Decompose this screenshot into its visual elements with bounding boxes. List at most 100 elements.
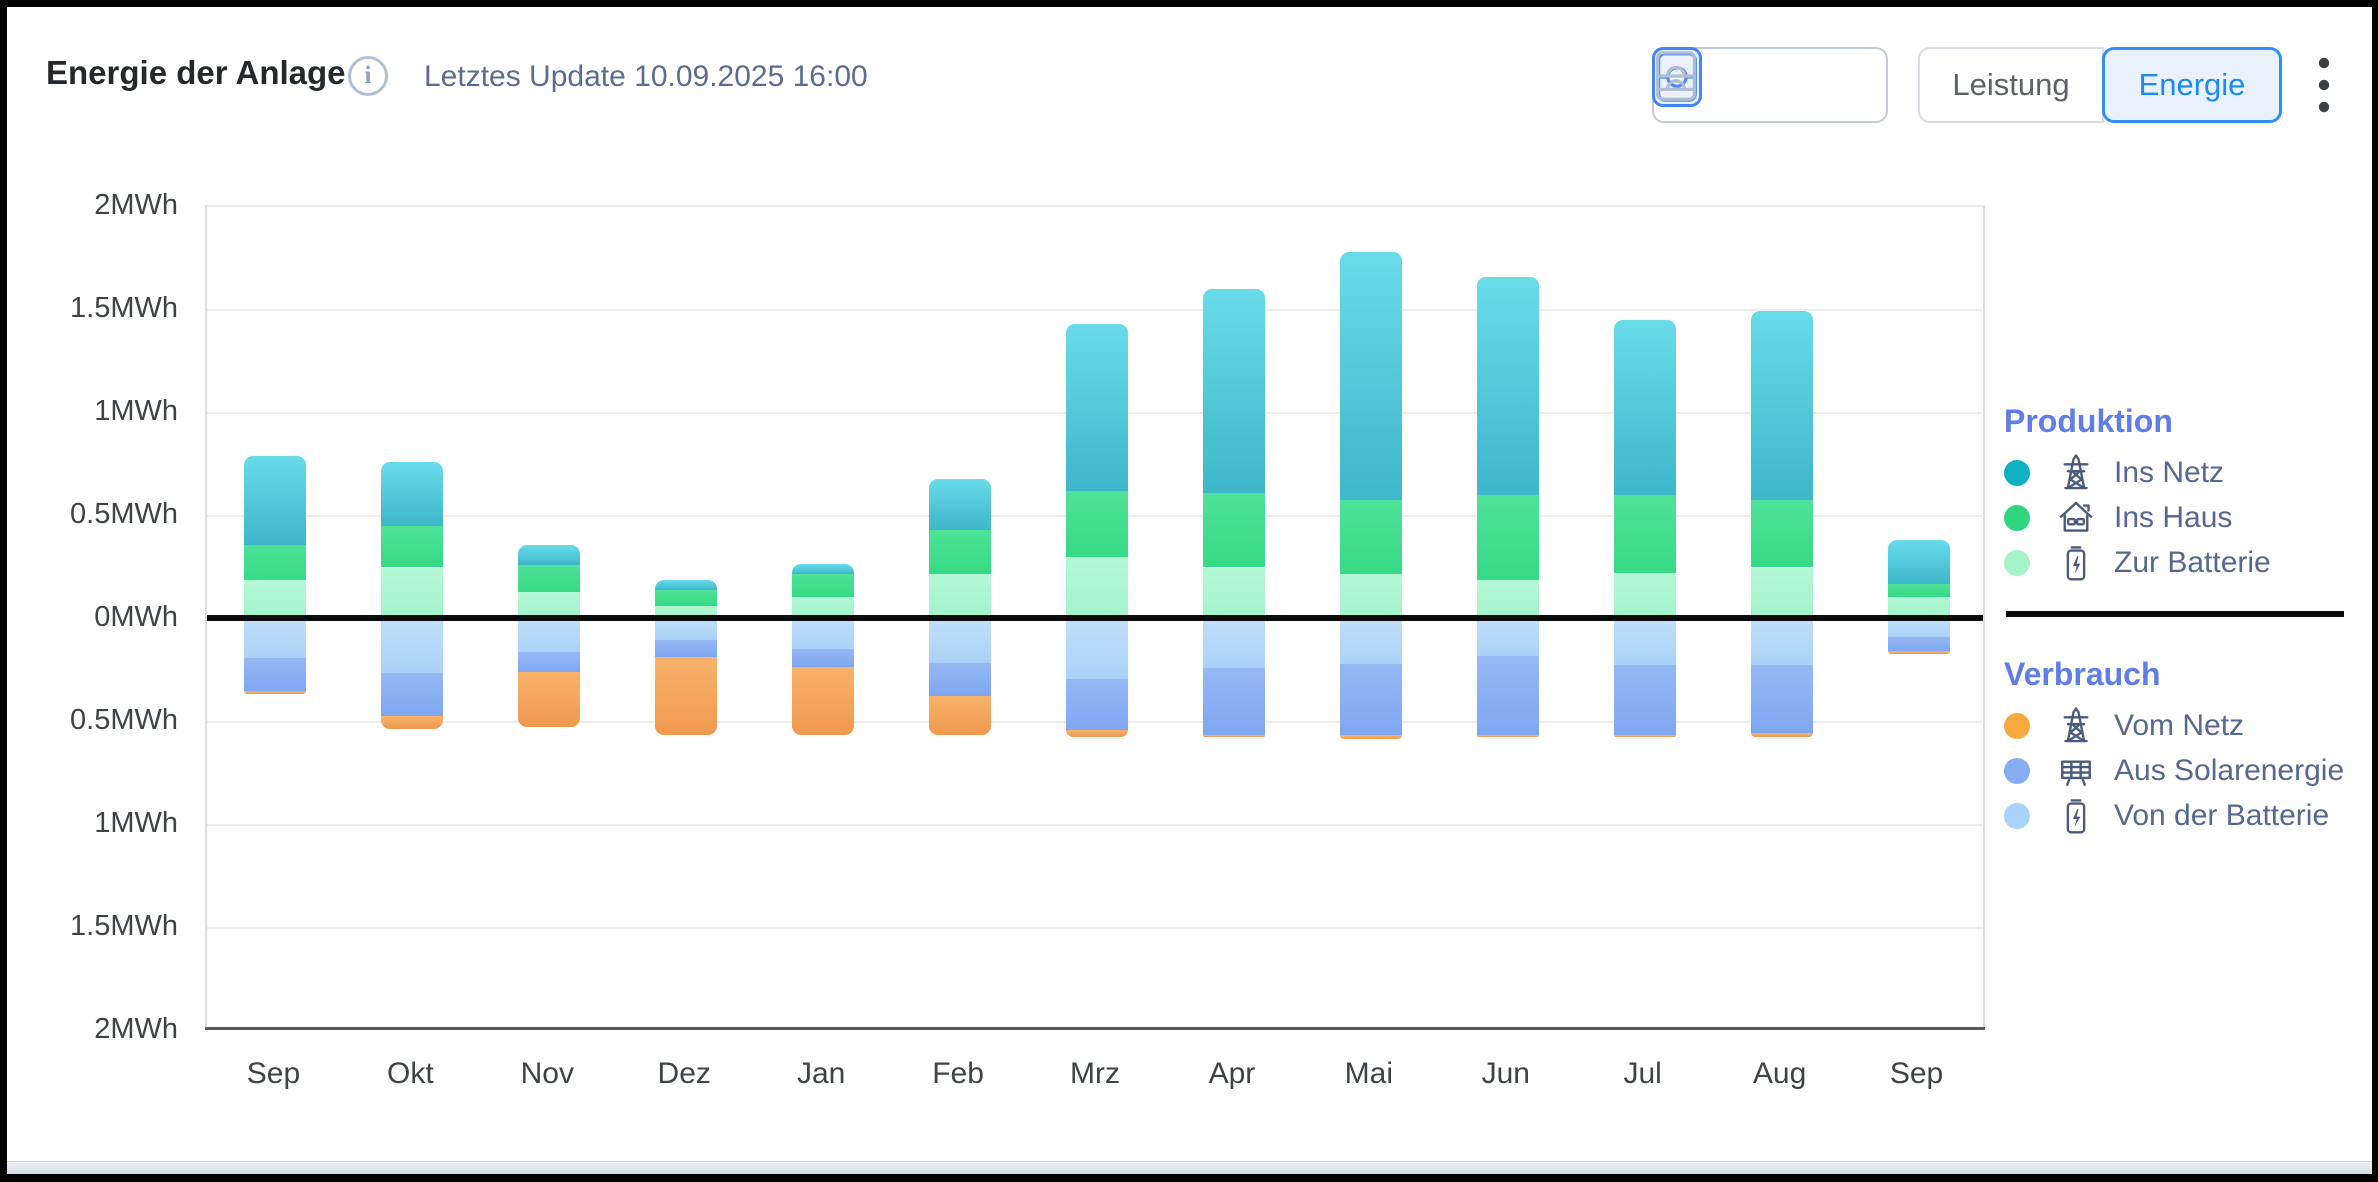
- bar-segment-vom-netz[interactable]: [929, 696, 992, 736]
- bar-segment-vom-netz[interactable]: [1202, 735, 1265, 738]
- bar-segment-zur-batterie[interactable]: [1887, 597, 1950, 619]
- leistung-button[interactable]: Leistung: [1918, 47, 2104, 123]
- bar-segment-ins-netz[interactable]: [1476, 277, 1539, 496]
- more-options-button[interactable]: [2307, 51, 2341, 119]
- legend-label: Ins Haus: [2114, 500, 2233, 534]
- bar-segment-ins-haus[interactable]: [1339, 499, 1402, 574]
- bar-segment-ins-haus[interactable]: [1887, 583, 1950, 598]
- legend-zero-divider: [2006, 611, 2344, 617]
- bar-segment-zur-batterie[interactable]: [1476, 579, 1539, 619]
- bar-segment-ins-haus[interactable]: [929, 530, 992, 574]
- bar-segment-vom-netz[interactable]: [655, 657, 718, 736]
- bar-segment-von-der-batterie[interactable]: [1750, 619, 1813, 666]
- bar-segment-aus-solarenergie[interactable]: [518, 651, 581, 672]
- legend-item-zur-batterie[interactable]: Zur Batterie: [2004, 540, 2369, 585]
- bar-segment-von-der-batterie[interactable]: [1476, 619, 1539, 657]
- bar-segment-von-der-batterie[interactable]: [792, 619, 855, 649]
- gridline: [207, 927, 1983, 929]
- bar-segment-ins-haus[interactable]: [1202, 493, 1265, 568]
- bar-segment-vom-netz[interactable]: [1066, 730, 1128, 738]
- bar-segment-zur-batterie[interactable]: [518, 592, 581, 619]
- bar-segment-ins-netz[interactable]: [1339, 252, 1402, 500]
- bar-segment-aus-solarenergie[interactable]: [1613, 665, 1676, 736]
- bar-segment-vom-netz[interactable]: [1887, 650, 1950, 654]
- bar-segment-vom-netz[interactable]: [792, 667, 855, 736]
- bar-segment-von-der-batterie[interactable]: [244, 619, 307, 659]
- x-tick-label: Mrz: [1070, 1057, 1120, 1090]
- legend-item-von-der-batterie[interactable]: Von der Batterie: [2004, 793, 2369, 838]
- bar-segment-ins-netz[interactable]: [244, 456, 307, 545]
- bar-segment-von-der-batterie[interactable]: [381, 619, 444, 673]
- bar-segment-vom-netz[interactable]: [244, 691, 307, 695]
- bar-segment-aus-solarenergie[interactable]: [929, 663, 992, 697]
- bar-segment-ins-netz[interactable]: [1887, 539, 1950, 584]
- legend-item-aus-solarenergie[interactable]: Aus Solarenergie: [2004, 748, 2369, 793]
- battery-icon: [2066, 798, 2086, 833]
- bar-segment-zur-batterie[interactable]: [1202, 567, 1265, 619]
- bar-segment-vom-netz[interactable]: [1476, 735, 1539, 738]
- bar-segment-aus-solarenergie[interactable]: [244, 658, 307, 692]
- bar-segment-zur-batterie[interactable]: [792, 597, 855, 619]
- bar-segment-zur-batterie[interactable]: [1750, 567, 1813, 619]
- bar-segment-aus-solarenergie[interactable]: [792, 648, 855, 668]
- bar-segment-ins-netz[interactable]: [1066, 324, 1128, 492]
- x-tick-label: Mai: [1344, 1057, 1394, 1090]
- bar-segment-zur-batterie[interactable]: [1339, 573, 1402, 619]
- bar-segment-zur-batterie[interactable]: [1066, 557, 1128, 619]
- bar-segment-zur-batterie[interactable]: [244, 579, 307, 619]
- bar-segment-von-der-batterie[interactable]: [1339, 619, 1402, 665]
- y-tick-label: 0.5MWh: [70, 498, 178, 530]
- bar-segment-ins-netz[interactable]: [929, 478, 992, 531]
- bar-segment-ins-haus[interactable]: [1066, 491, 1128, 558]
- legend-item-ins-netz[interactable]: Ins Netz: [2004, 450, 2369, 495]
- bar-segment-von-der-batterie[interactable]: [1202, 619, 1265, 669]
- bar-segment-ins-netz[interactable]: [381, 462, 444, 527]
- bar-segment-ins-netz[interactable]: [1613, 320, 1676, 496]
- bar-segment-aus-solarenergie[interactable]: [1339, 664, 1402, 736]
- x-tick-label: Dez: [657, 1057, 711, 1090]
- solar-panel-icon: [2061, 759, 2091, 786]
- bar-segment-ins-netz[interactable]: [518, 544, 581, 566]
- bar-segment-ins-haus[interactable]: [1750, 499, 1813, 568]
- bar-segment-vom-netz[interactable]: [1613, 735, 1676, 738]
- bar-segment-aus-solarenergie[interactable]: [1476, 656, 1539, 736]
- bar-segment-aus-solarenergie[interactable]: [655, 639, 718, 658]
- bar-segment-von-der-batterie[interactable]: [1613, 619, 1676, 666]
- bar-segment-ins-netz[interactable]: [1202, 289, 1265, 494]
- legend-item-vom-netz[interactable]: Vom Netz: [2004, 703, 2369, 748]
- bar-segment-von-der-batterie[interactable]: [1887, 619, 1950, 637]
- bar-segment-aus-solarenergie[interactable]: [1066, 678, 1128, 731]
- bar-segment-aus-solarenergie[interactable]: [1202, 668, 1265, 736]
- bar-segment-ins-netz[interactable]: [1750, 311, 1813, 500]
- chart-mode-stacked-button[interactable]: [1654, 49, 1698, 103]
- bar-segment-ins-haus[interactable]: [244, 544, 307, 580]
- bar-segment-ins-haus[interactable]: [1613, 495, 1676, 573]
- info-icon[interactable]: i: [348, 56, 388, 96]
- bar-segment-ins-haus[interactable]: [655, 590, 718, 606]
- x-tick-label: Feb: [932, 1057, 984, 1090]
- legend-item-ins-haus[interactable]: Ins Haus: [2004, 495, 2369, 540]
- bar-segment-vom-netz[interactable]: [518, 671, 581, 728]
- bar-segment-zur-batterie[interactable]: [1613, 572, 1676, 619]
- energie-button[interactable]: Energie: [2102, 47, 2282, 123]
- bar-segment-von-der-batterie[interactable]: [929, 619, 992, 664]
- bar-segment-ins-haus[interactable]: [518, 565, 581, 593]
- bar-segment-von-der-batterie[interactable]: [1066, 619, 1128, 679]
- bar-segment-von-der-batterie[interactable]: [655, 619, 718, 640]
- bar-segment-vom-netz[interactable]: [381, 715, 444, 730]
- bar-segment-ins-haus[interactable]: [792, 573, 855, 598]
- bar-segment-von-der-batterie[interactable]: [518, 619, 581, 652]
- bar-segment-ins-netz[interactable]: [655, 579, 718, 591]
- bar-segment-aus-solarenergie[interactable]: [1750, 665, 1813, 734]
- bottom-scrollbar-track: [7, 1161, 2372, 1174]
- bar-segment-aus-solarenergie[interactable]: [1887, 636, 1950, 651]
- bar-segment-ins-haus[interactable]: [1476, 495, 1539, 580]
- bar-segment-ins-haus[interactable]: [381, 526, 444, 568]
- bar-segment-vom-netz[interactable]: [1750, 733, 1813, 738]
- bar-segment-aus-solarenergie[interactable]: [381, 672, 444, 716]
- bar-segment-ins-netz[interactable]: [792, 564, 855, 574]
- bar-segment-vom-netz[interactable]: [1339, 735, 1402, 740]
- bar-segment-zur-batterie[interactable]: [929, 573, 992, 619]
- bar-segment-zur-batterie[interactable]: [381, 567, 444, 619]
